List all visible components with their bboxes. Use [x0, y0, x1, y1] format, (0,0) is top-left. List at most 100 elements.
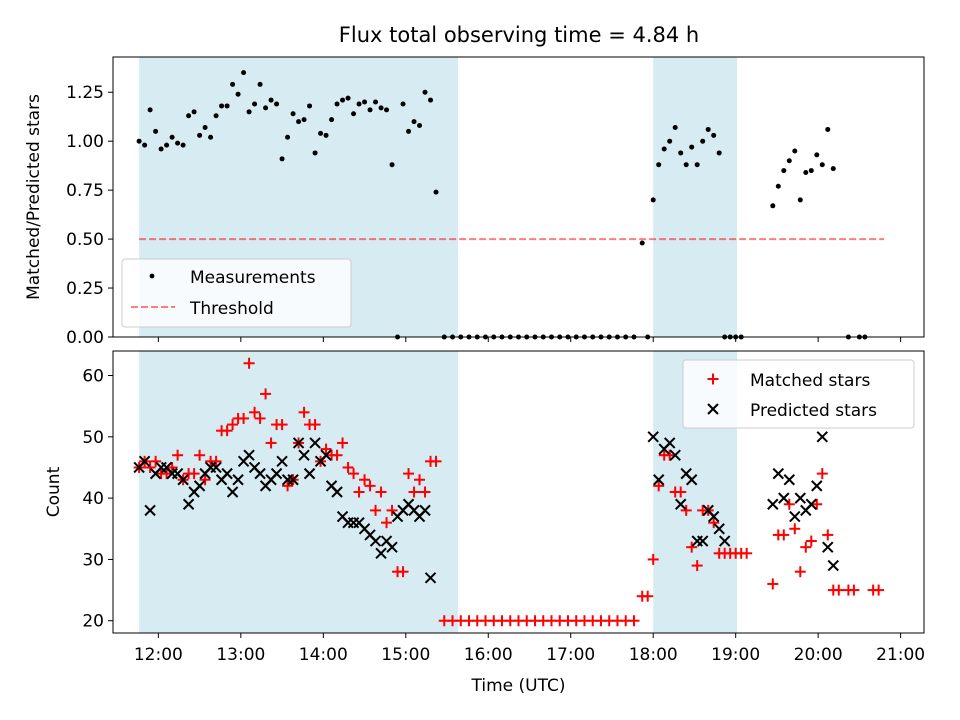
y-tick-label: 0.25 [66, 279, 104, 299]
predicted-star-point [232, 474, 244, 486]
matched-star-point [653, 480, 665, 492]
matched-star-point [243, 357, 255, 369]
predicted-star-point [144, 504, 156, 517]
matched-star-point [783, 498, 795, 510]
predicted-star-point [696, 535, 709, 547]
predicted-star-point [270, 467, 283, 480]
y-tick-label: 50 [82, 428, 104, 448]
measurement-point [356, 101, 362, 107]
matched-star-point [227, 419, 239, 431]
measurement-point [683, 162, 689, 168]
bottom-panel: 20 30 40 50 60 12:00 13:00 14:00 15:00 16:00 17:0… [44, 350, 925, 696]
matched-star-point [664, 449, 676, 461]
y-tick-label: 1.00 [66, 132, 104, 152]
matched-star-point [397, 566, 409, 578]
matched-star-point [194, 449, 206, 461]
legend-predicted-label: Predicted stars [750, 401, 877, 421]
measurement-point [639, 240, 645, 246]
matched-star-point [370, 504, 382, 516]
matched-star-point [686, 541, 698, 553]
bottom-shaded-intervals [139, 351, 738, 633]
predicted-star-point [182, 498, 195, 510]
matched-star-point [265, 437, 277, 449]
predicted-star-point [386, 541, 398, 553]
matched-star-point [680, 504, 692, 516]
y-tick-label: 1.25 [66, 83, 104, 103]
bottom-y-axis-label: Count [44, 466, 64, 517]
matched-star-point [359, 474, 371, 486]
legend-measurements-label: Measurements [190, 268, 316, 288]
matched-star-point [675, 486, 687, 498]
matched-star-point [161, 468, 173, 480]
predicted-star-point [309, 437, 321, 449]
predicted-star-point [822, 541, 834, 553]
matched-star-point [647, 553, 659, 565]
measurement-point [362, 99, 368, 105]
x-tick-label: 15:00 [381, 645, 430, 665]
matched-star-point [430, 455, 442, 467]
measurement-point [814, 152, 820, 158]
matched-star-point [375, 486, 387, 498]
predicted-star-point [243, 449, 255, 461]
x-tick-label: 12:00 [134, 645, 183, 665]
predicted-star-point [276, 455, 288, 468]
matched-star-point [419, 486, 431, 498]
measurement-point [296, 119, 302, 125]
matched-star-point [805, 535, 817, 547]
measurement-point [235, 91, 241, 97]
predicted-star-point [685, 474, 698, 486]
measurement-point [279, 156, 285, 162]
matched-star-point [221, 425, 233, 437]
measurement-point [340, 97, 346, 103]
predicted-star-point [424, 572, 437, 584]
matched-star-point [628, 615, 640, 627]
measurement-point [825, 126, 831, 132]
measurement-point [389, 162, 395, 168]
predicted-star-point [827, 559, 839, 572]
measurement-point [678, 150, 684, 156]
top-plot-frame [112, 56, 925, 338]
measurement-point [268, 97, 274, 103]
predicted-star-point [652, 474, 665, 486]
x-tick-label: 20:00 [794, 645, 843, 665]
measurement-point [351, 111, 357, 117]
predicted-star-point [193, 480, 206, 492]
matched-star-point [282, 480, 294, 492]
measurement-point [257, 81, 263, 87]
predicted-star-point [210, 461, 222, 474]
measurement-point [285, 134, 291, 140]
predicted-star-point [805, 498, 817, 510]
measurement-point [672, 124, 678, 130]
measurement-point [219, 103, 225, 109]
matched-star-point [210, 455, 222, 467]
measurement-point [224, 103, 230, 109]
predicted-star-point [375, 547, 387, 560]
predicted-star-point [707, 510, 720, 523]
measurement-point [700, 138, 706, 144]
predicted-star-point [778, 492, 790, 504]
matched-star-point [822, 529, 834, 541]
measurement-point [153, 128, 159, 134]
matched-star-point [848, 584, 860, 596]
x-tick-label: 14:00 [299, 645, 348, 665]
predicted-star-point [794, 492, 806, 504]
measurement-point [830, 166, 836, 172]
measurement-point [307, 103, 313, 109]
matched-star-point [386, 504, 398, 516]
x-tick-label: 16:00 [464, 645, 513, 665]
measurement-point [803, 170, 809, 176]
measurement-point [797, 197, 803, 203]
measurement-point [428, 97, 434, 103]
measurement-point [433, 189, 439, 195]
legend-plus-glyph [707, 373, 719, 385]
shaded-interval [139, 351, 459, 633]
predicted-star-point [674, 498, 687, 510]
measurement-point [142, 142, 148, 148]
measurement-point [406, 128, 412, 134]
predicted-star-point [331, 486, 343, 498]
legend-predicted-marker [707, 403, 719, 415]
measurement-point [417, 123, 423, 129]
matched-star-point [811, 498, 823, 510]
matched-star-point [833, 584, 845, 596]
